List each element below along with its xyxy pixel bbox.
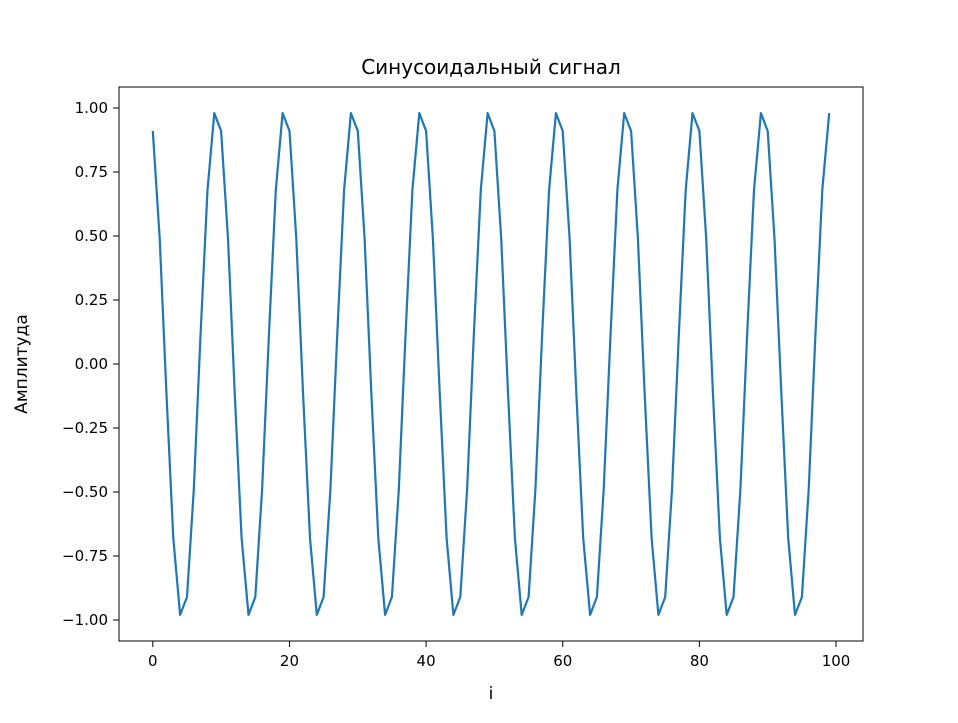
- y-axis-label: Амплитуда: [12, 314, 32, 414]
- x-tick-label: 60: [553, 652, 572, 670]
- series-line: [151, 112, 831, 616]
- y-tick-label: −0.50: [62, 483, 108, 501]
- x-tick-label: 40: [417, 652, 436, 670]
- y-tick-label: −1.00: [62, 611, 108, 629]
- y-tick-label: 0.00: [75, 355, 108, 373]
- y-tick-label: −0.25: [62, 419, 108, 437]
- y-tick-label: 0.50: [75, 227, 108, 245]
- axes-frame: [118, 86, 864, 642]
- x-axis-label: i: [489, 684, 494, 704]
- x-tick-label: 20: [280, 652, 299, 670]
- x-tick-label: 100: [822, 652, 851, 670]
- x-tick-label: 80: [690, 652, 709, 670]
- y-tick-label: 0.75: [75, 163, 108, 181]
- x-tick-label: 0: [148, 652, 158, 670]
- chart-title: Синусоидальный сигнал: [361, 55, 621, 79]
- y-tick-label: 1.00: [75, 99, 108, 117]
- y-tick-label: 0.25: [75, 291, 108, 309]
- y-tick-label: −0.75: [62, 547, 108, 565]
